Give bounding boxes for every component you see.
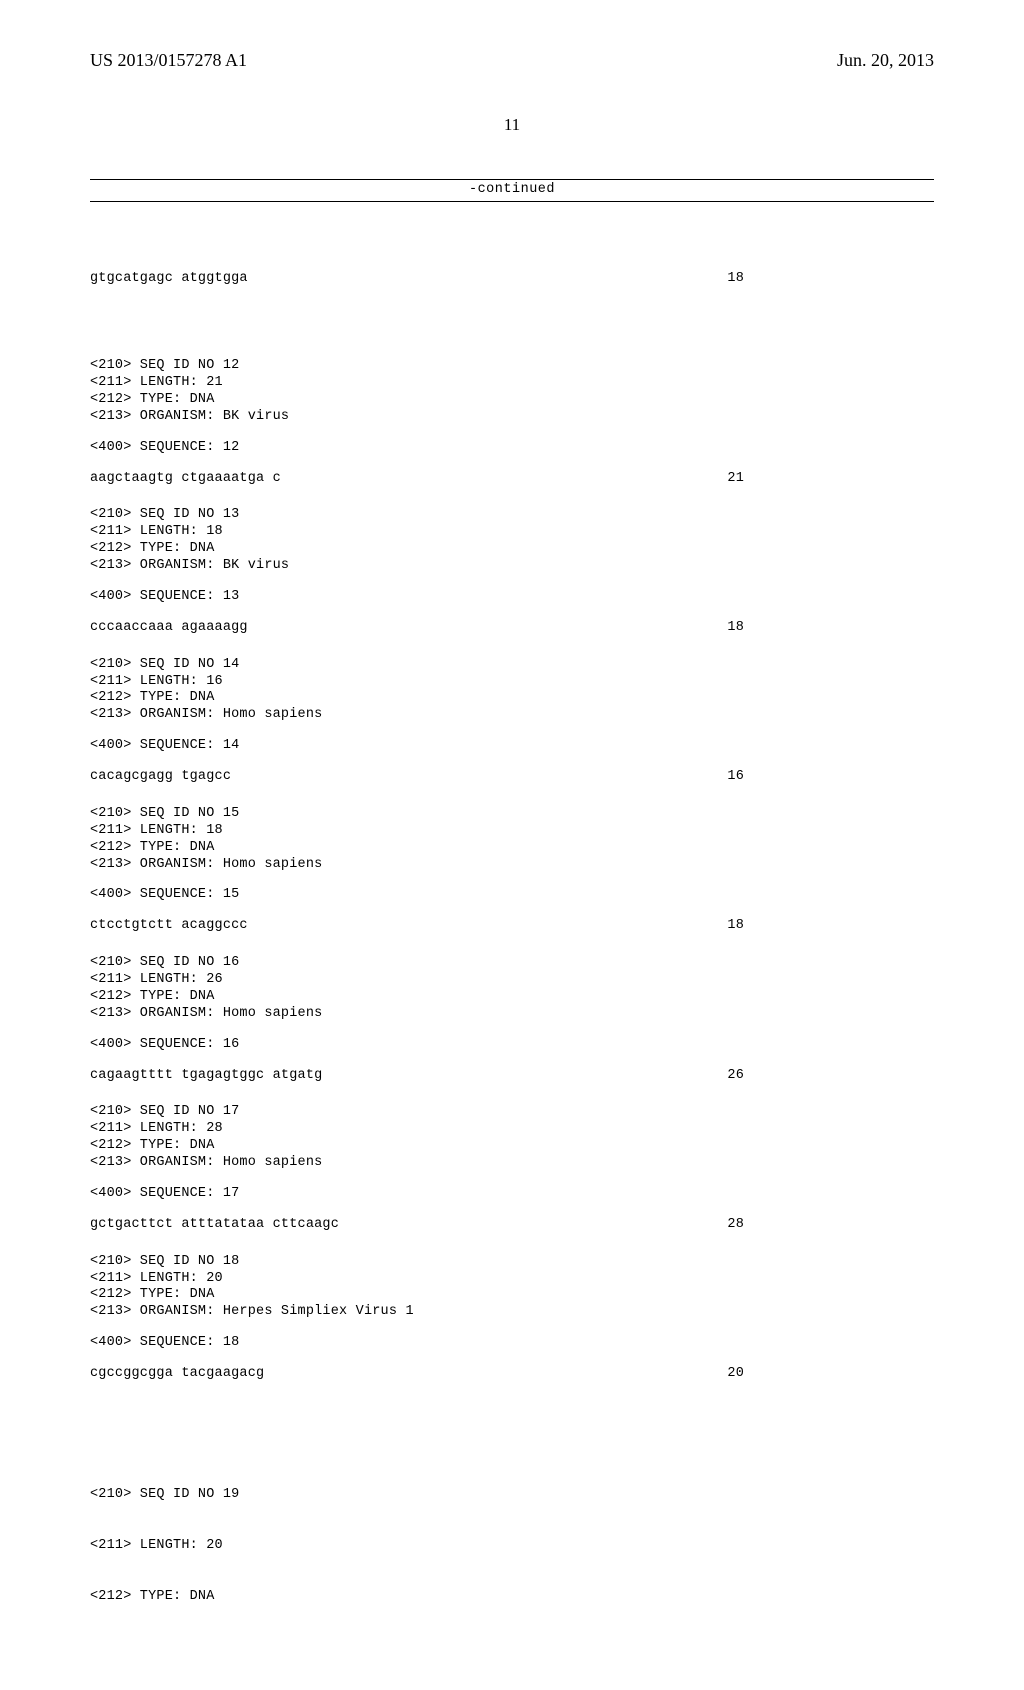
seq-organism-line: <213> ORGANISM: BK virus <box>90 558 934 575</box>
sequence-line: cagaagtttt tgagagtggc atgatg 26 <box>90 1068 934 1085</box>
seq-length-line: <211> LENGTH: 26 <box>90 972 934 989</box>
sequence-text: aagctaagtg ctgaaaatga c <box>90 471 281 488</box>
seq-400-line: <400> SEQUENCE: 16 <box>90 1037 934 1054</box>
seq-id-line: <210> SEQ ID NO 17 <box>90 1104 934 1121</box>
seq-400-line: <400> SEQUENCE: 17 <box>90 1186 934 1203</box>
sequence-length: 28 <box>727 1217 934 1234</box>
sequence-entry: <210> SEQ ID NO 13<211> LENGTH: 18<212> … <box>90 507 934 636</box>
seq-length-line: <211> LENGTH: 18 <box>90 524 934 541</box>
sequence-text: cagaagtttt tgagagtggc atgatg <box>90 1068 322 1085</box>
sequence-line: gtgcatgagc atggtgga 18 <box>90 271 934 288</box>
sequence-entry: <210> SEQ ID NO 17<211> LENGTH: 28<212> … <box>90 1104 934 1233</box>
seq-organism-line: <213> ORGANISM: Homo sapiens <box>90 857 934 874</box>
seq-length-line: <211> LENGTH: 20 <box>90 1271 934 1288</box>
sequence-entry: <210> SEQ ID NO 14<211> LENGTH: 16<212> … <box>90 657 934 786</box>
seq-length-line: <211> LENGTH: 20 <box>90 1538 934 1555</box>
seq-id-line: <210> SEQ ID NO 16 <box>90 955 934 972</box>
sequence-line: gctgacttct atttatataa cttcaagc 28 <box>90 1217 934 1234</box>
sequence-line: cccaaccaaa agaaaagg 18 <box>90 620 934 637</box>
sequence-entry: <210> SEQ ID NO 18<211> LENGTH: 20<212> … <box>90 1254 934 1383</box>
seq-type-line: <212> TYPE: DNA <box>90 541 934 558</box>
sequence-length: 20 <box>727 1366 934 1383</box>
sequence-line: cgccggcgga tacgaagacg 20 <box>90 1366 934 1383</box>
seq-400-line: <400> SEQUENCE: 18 <box>90 1335 934 1352</box>
seq-length-line: <211> LENGTH: 28 <box>90 1121 934 1138</box>
page-number: 11 <box>90 115 934 135</box>
seq-type-line: <212> TYPE: DNA <box>90 392 934 409</box>
sequence-length: 26 <box>727 1068 934 1085</box>
seq-organism-line: <213> ORGANISM: Homo sapiens <box>90 707 934 724</box>
seq-type-line: <212> TYPE: DNA <box>90 989 934 1006</box>
seq-organism-line: <213> ORGANISM: Homo sapiens <box>90 1006 934 1023</box>
seq-400-line: <400> SEQUENCE: 13 <box>90 589 934 606</box>
seq-id-line: <210> SEQ ID NO 14 <box>90 657 934 674</box>
seq-id-line: <210> SEQ ID NO 12 <box>90 358 934 375</box>
sequence-text: cacagcgagg tgagcc <box>90 769 231 786</box>
seq-organism-line: <213> ORGANISM: Herpes Simpliex Virus 1 <box>90 1304 934 1321</box>
sequence-line: aagctaagtg ctgaaaatga c 21 <box>90 471 934 488</box>
page-container: US 2013/0157278 A1 Jun. 20, 2013 11 -con… <box>0 0 1024 1320</box>
page-header: US 2013/0157278 A1 Jun. 20, 2013 <box>90 50 934 71</box>
publication-number: US 2013/0157278 A1 <box>90 50 247 71</box>
sequence-entry: <210> SEQ ID NO 15<211> LENGTH: 18<212> … <box>90 806 934 935</box>
sequence-text: gtgcatgagc atggtgga <box>90 271 248 288</box>
seq-id-line: <210> SEQ ID NO 19 <box>90 1487 934 1504</box>
sequence-length: 18 <box>727 620 934 637</box>
seq-type-line: <212> TYPE: DNA <box>90 1138 934 1155</box>
seq-400-line: <400> SEQUENCE: 12 <box>90 440 934 457</box>
sequence-length: 16 <box>727 769 934 786</box>
seq-length-line: <211> LENGTH: 16 <box>90 674 934 691</box>
seq-organism-line: <213> ORGANISM: BK virus <box>90 409 934 426</box>
seq-length-line: <211> LENGTH: 18 <box>90 823 934 840</box>
seq-type-line: <212> TYPE: DNA <box>90 840 934 857</box>
sequence-entry: <210> SEQ ID NO 12<211> LENGTH: 21<212> … <box>90 358 934 487</box>
seq-length-line: <211> LENGTH: 21 <box>90 375 934 392</box>
sequence-entry: <210> SEQ ID NO 19 <211> LENGTH: 20 <212… <box>90 1454 934 1640</box>
sequence-length: 18 <box>727 918 934 935</box>
sequence-text: gctgacttct atttatataa cttcaagc <box>90 1217 339 1234</box>
sequence-text: cgccggcgga tacgaagacg <box>90 1366 264 1383</box>
sequence-text: cccaaccaaa agaaaagg <box>90 620 248 637</box>
seq-400-line: <400> SEQUENCE: 14 <box>90 738 934 755</box>
sequence-listing: gtgcatgagc atggtgga 18 <210> SEQ ID NO 1… <box>90 206 934 1690</box>
seq-type-line: <212> TYPE: DNA <box>90 690 934 707</box>
seq-organism-line: <213> ORGANISM: Homo sapiens <box>90 1155 934 1172</box>
sequence-entry: <210> SEQ ID NO 16<211> LENGTH: 26<212> … <box>90 955 934 1084</box>
seq-type-line: <212> TYPE: DNA <box>90 1589 934 1606</box>
seq-400-line: <400> SEQUENCE: 15 <box>90 887 934 904</box>
sequence-length: 21 <box>727 471 934 488</box>
seq-id-line: <210> SEQ ID NO 15 <box>90 806 934 823</box>
seq-id-line: <210> SEQ ID NO 13 <box>90 507 934 524</box>
seq-type-line: <212> TYPE: DNA <box>90 1287 934 1304</box>
publication-date: Jun. 20, 2013 <box>837 50 934 71</box>
continued-label: -continued <box>90 179 934 202</box>
sequence-text: ctcctgtctt acaggccc <box>90 918 248 935</box>
seq-id-line: <210> SEQ ID NO 18 <box>90 1254 934 1271</box>
sequence-line: cacagcgagg tgagcc 16 <box>90 769 934 786</box>
sequence-line: ctcctgtctt acaggccc 18 <box>90 918 934 935</box>
sequence-length: 18 <box>727 271 934 288</box>
